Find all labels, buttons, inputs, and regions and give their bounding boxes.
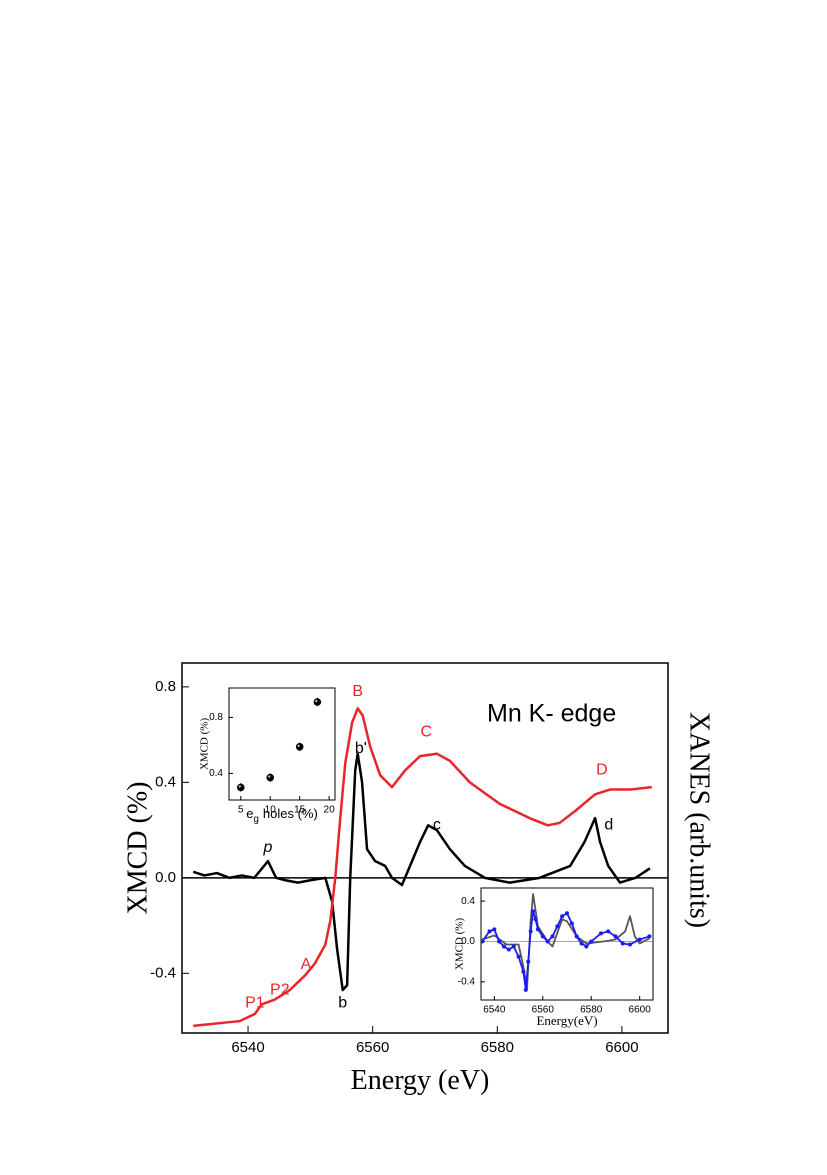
x-axis-label-main: e	[246, 806, 253, 821]
series-marker	[613, 934, 618, 939]
x-axis-label: Energy(eV)	[536, 1013, 597, 1028]
x-tick-label: 6560	[356, 1039, 389, 1056]
y-axis-label: XMCD (%)	[199, 718, 211, 771]
point-highlight	[268, 775, 271, 778]
annotation: b	[338, 994, 347, 1011]
y-tick-label: -0.4	[150, 964, 176, 981]
x-tick-label: 10	[265, 805, 277, 816]
x-tick-label: 15	[294, 805, 306, 816]
x-axis-label-main: Energy (eV)	[351, 1065, 490, 1096]
series-marker	[533, 917, 538, 922]
series-marker	[589, 939, 594, 944]
series-marker	[487, 929, 492, 934]
series-marker	[502, 944, 507, 949]
y-axis-label: XMCD (%)	[122, 782, 153, 915]
chart-2: 6540 6560 6580 6600 0.4 0.0 -0.4 XMCD (%) Energy…	[454, 887, 654, 1028]
plot-frame	[228, 687, 336, 801]
series-marker	[521, 969, 526, 974]
series-marker	[550, 934, 555, 939]
series-marker	[584, 944, 589, 949]
y-tick-label: 0.8	[155, 678, 176, 695]
point-highlight	[297, 744, 300, 747]
series-marker	[555, 924, 560, 929]
annotation: P1	[245, 994, 265, 1011]
series-marker	[516, 954, 521, 959]
x-axis-label: Energy (eV)	[351, 1065, 490, 1096]
series-line	[481, 893, 650, 990]
series-line	[192, 752, 651, 992]
y-tick-label: 0.4	[155, 773, 176, 790]
annotation: p	[263, 839, 273, 856]
plot-area	[236, 697, 322, 792]
series-marker	[569, 921, 574, 926]
x-tick-label: 6580	[580, 1005, 603, 1016]
annotation: A	[301, 956, 312, 973]
y-tick-label: 0.4	[461, 896, 475, 907]
x-tick-label: 6600	[605, 1039, 638, 1056]
series-marker	[481, 939, 485, 944]
series-marker	[606, 929, 611, 934]
data-point	[313, 698, 322, 706]
annotation: P2	[270, 981, 290, 998]
x-tick-label: 6540	[483, 1005, 506, 1016]
plot-area	[481, 893, 652, 992]
y-tick-label: 0.8	[209, 712, 223, 723]
y-tick-label: 0.0	[155, 869, 176, 886]
x-tick-label: 6600	[629, 1005, 652, 1016]
point-highlight	[238, 785, 241, 788]
point-highlight	[315, 699, 318, 703]
data-point	[266, 773, 275, 782]
series-marker	[545, 939, 550, 944]
x-tick-label: 6540	[231, 1039, 264, 1056]
chart-0: 6540 6560 6580 6600 0.8 0.4 0.0 -0.4 XMCD (%) XAN…	[122, 662, 715, 1096]
series-marker	[511, 944, 516, 949]
series-marker	[506, 947, 511, 952]
data-point	[236, 783, 245, 792]
series-marker	[528, 929, 533, 934]
series-marker	[540, 934, 545, 939]
annotation: b'	[355, 740, 367, 757]
series-marker	[492, 927, 497, 932]
series-marker	[598, 931, 603, 936]
y-tick-label: 0.0	[461, 936, 475, 947]
x-axis-label: eg holes (%)	[246, 806, 318, 824]
x-tick-label: 6580	[481, 1039, 514, 1056]
annotation: C	[420, 723, 432, 740]
series-marker	[565, 911, 569, 916]
series-marker	[526, 959, 531, 964]
series-marker	[620, 941, 625, 946]
y-axis-label: XMCD (%)	[454, 918, 466, 971]
series-marker	[523, 987, 528, 992]
plot-area	[192, 707, 652, 1028]
x-axis-label-sub: g	[253, 814, 258, 825]
x-tick-label: 5	[238, 805, 244, 816]
y2-axis-label: XANES (arb.units)	[684, 712, 715, 928]
y-tick-label: 0.4	[209, 768, 223, 779]
series-marker	[647, 934, 652, 939]
data-point	[295, 743, 304, 751]
annotation: B	[352, 683, 363, 700]
series-line	[193, 707, 652, 1028]
chart-title: Mn K- edge	[487, 700, 616, 728]
y-tick-label: -0.4	[458, 976, 476, 987]
annotation: D	[596, 762, 608, 779]
x-axis-label-rest: holes (%)	[263, 806, 318, 821]
x-axis-label-main: Energy(eV)	[536, 1013, 597, 1028]
annotation: d	[604, 817, 613, 834]
series-marker	[560, 914, 565, 919]
x-tick-label: 6560	[532, 1005, 555, 1016]
series-marker	[531, 909, 536, 914]
annotation: c	[433, 817, 441, 834]
series-marker	[627, 942, 632, 947]
series-marker	[579, 941, 584, 946]
series-marker	[574, 934, 579, 939]
series-marker	[497, 939, 502, 944]
series-marker	[535, 927, 540, 932]
series-marker	[637, 937, 642, 942]
x-tick-label: 20	[324, 805, 336, 816]
